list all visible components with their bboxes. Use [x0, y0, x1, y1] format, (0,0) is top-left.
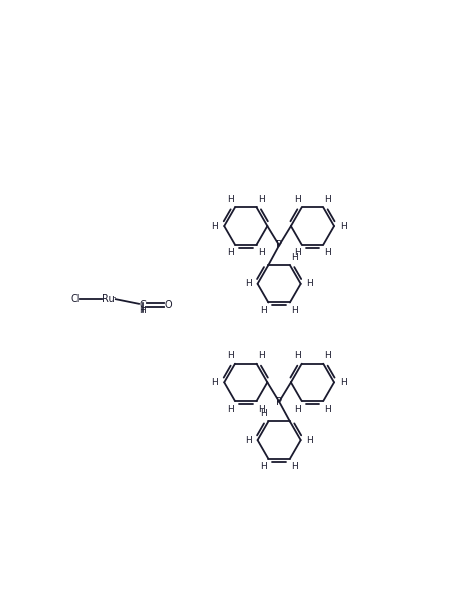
- Text: H: H: [293, 405, 300, 413]
- Text: H: H: [290, 306, 297, 315]
- Text: H: H: [257, 248, 264, 257]
- Text: H: H: [244, 435, 251, 445]
- Text: P: P: [276, 397, 282, 407]
- Text: H: H: [324, 195, 330, 204]
- Text: H: H: [227, 248, 233, 257]
- Text: H: H: [339, 378, 346, 387]
- Text: H: H: [257, 195, 264, 204]
- Text: H: H: [290, 252, 297, 261]
- Text: H: H: [290, 462, 297, 471]
- Text: H: H: [257, 351, 264, 360]
- Text: H: H: [324, 405, 330, 413]
- Text: H: H: [306, 435, 313, 445]
- Text: O: O: [164, 301, 172, 310]
- Text: H: H: [139, 307, 146, 315]
- Text: P: P: [276, 241, 282, 250]
- Text: H: H: [260, 306, 267, 315]
- Text: ·: ·: [113, 292, 117, 305]
- Text: Ru: Ru: [101, 294, 114, 304]
- Text: H: H: [244, 279, 251, 288]
- Text: H: H: [293, 195, 300, 204]
- Text: H: H: [306, 279, 313, 288]
- Text: H: H: [227, 405, 233, 413]
- Text: H: H: [293, 248, 300, 257]
- Text: H: H: [324, 351, 330, 360]
- Text: H: H: [339, 222, 346, 230]
- Text: H: H: [227, 351, 233, 360]
- Text: H: H: [257, 405, 264, 413]
- Text: H: H: [211, 222, 218, 230]
- Text: H: H: [293, 351, 300, 360]
- Text: H: H: [260, 462, 267, 471]
- Text: H: H: [260, 409, 267, 418]
- Text: H: H: [211, 378, 218, 387]
- Text: Cl: Cl: [70, 294, 80, 304]
- Text: H: H: [227, 195, 233, 204]
- Text: C: C: [139, 301, 146, 310]
- Text: H: H: [324, 248, 330, 257]
